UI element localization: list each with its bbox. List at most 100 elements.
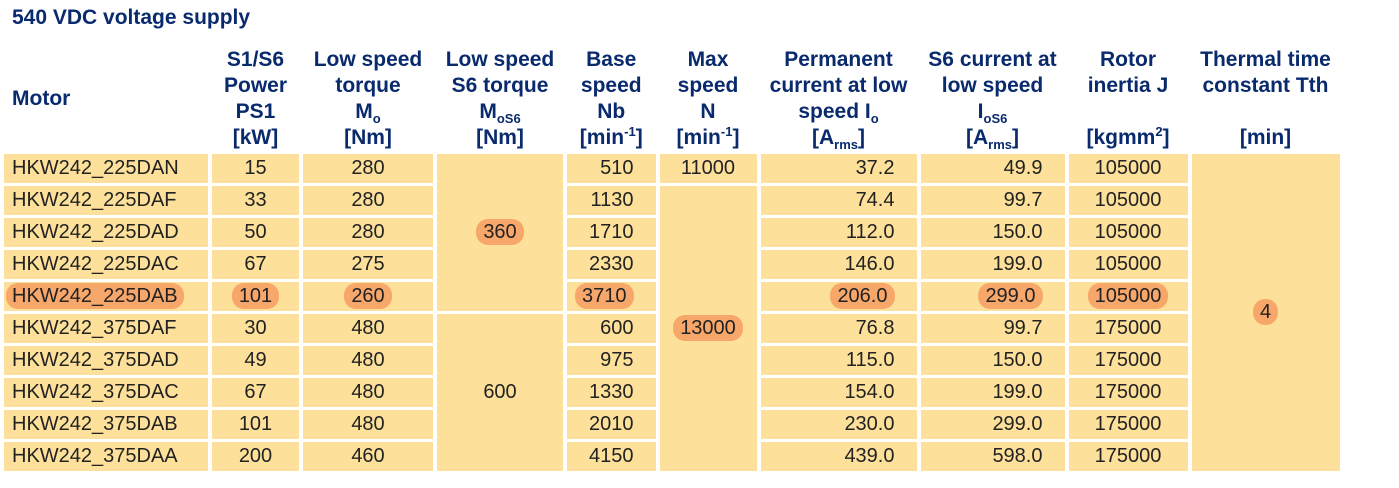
base-speed-cell: 2010 [567,410,656,439]
power-cell: 50 [212,218,299,247]
table-row: HKW242_225DAN 15 280 360 510 11000 37.2 … [4,154,1340,471]
perm-current-highlight: 206.0 [830,283,895,309]
inertia-cell: 175000 [1068,410,1188,439]
table-row: HKW242_225DAC 67 275 2330 146.0 199.0 10… [4,250,1340,279]
power-cell: 200 [212,442,299,471]
header-s6-current: S6 current at low speed IoS6 [Arms] [928,48,1057,153]
table-row: HKW242_375DAC 67 480 1330 154.0 199.0 17… [4,378,1340,407]
motor-cell: HKW242_375DAC [4,378,208,407]
inertia-cell: 175000 [1068,378,1188,407]
torque-cell: 480 [303,314,433,343]
perm-current-cell: 154.0 [760,378,917,407]
perm-current-cell: 115.0 [760,346,917,375]
s6-current-cell: 199.0 [920,378,1065,407]
inertia-cell: 105000 [1068,154,1188,183]
power-cell: 101 [212,410,299,439]
max-speed-value: 13000 [673,315,743,341]
torque-cell: 480 [303,346,433,375]
perm-current-cell: 112.0 [760,218,917,247]
motor-cell: HKW242_225DAF [4,186,208,215]
base-speed-cell: 975 [567,346,656,375]
power-cell: 67 [212,378,299,407]
inertia-cell: 175000 [1068,346,1188,375]
motor-cell: HKW242_375DAF [4,314,208,343]
perm-current-cell: 439.0 [760,442,917,471]
header-thermal-time: Thermal time constant Tth [min] [1200,48,1331,149]
power-cell: 49 [212,346,299,375]
torque-cell: 480 [303,410,433,439]
motor-cell: HKW242_375DAD [4,346,208,375]
torque-cell: 260 [303,282,433,311]
base-speed-cell: 510 [567,154,656,183]
torque-cell: 460 [303,442,433,471]
power-cell: 15 [212,154,299,183]
max-speed-merged-cell: 13000 [659,186,757,471]
header-low-speed-torque: Low speed torque Mo [Nm] [313,48,423,149]
motor-cell: HKW242_225DAB [4,282,208,311]
torque-cell: 280 [303,154,433,183]
s6-torque-value: 360 [476,219,524,245]
torque-cell: 275 [303,250,433,279]
header-low-speed-s6-torque: Low speed S6 torque MoS6 [Nm] [445,48,555,149]
header-permanent-current: Permanent current at low speed Io [Arms] [769,48,908,153]
motor-spec-table: Motor S1/S6 Power PS1 [kW] Low speed tor… [0,44,1344,474]
torque-highlight: 260 [344,283,392,309]
inertia-cell: 105000 [1068,186,1188,215]
perm-current-cell: 37.2 [760,154,917,183]
table-row: HKW242_375DAA 200 460 4150 439.0 598.0 1… [4,442,1340,471]
table-row: HKW242_375DAB 101 480 2010 230.0 299.0 1… [4,410,1340,439]
base-speed-cell: 1330 [567,378,656,407]
motor-cell: HKW242_375DAA [4,442,208,471]
motor-cell: HKW242_225DAC [4,250,208,279]
s6-current-cell: 199.0 [920,250,1065,279]
thermal-merged-cell: 4 [1191,154,1340,471]
header-row: Motor S1/S6 Power PS1 [kW] Low speed tor… [4,47,1340,151]
motor-cell: HKW242_225DAN [4,154,208,183]
s6-current-cell: 299.0 [920,282,1065,311]
motor-highlight: HKW242_225DAB [6,283,184,309]
base-speed-cell: 3710 [567,282,656,311]
s6-current-cell: 150.0 [920,218,1065,247]
power-cell: 30 [212,314,299,343]
s6-current-cell: 99.7 [920,314,1065,343]
motor-cell: HKW242_225DAD [4,218,208,247]
base-speed-cell: 1130 [567,186,656,215]
s6-torque-merged-cell: 600 [437,314,563,471]
header-power: S1/S6 Power PS1 [kW] [223,48,288,149]
perm-current-cell: 74.4 [760,186,917,215]
s6-current-cell: 598.0 [920,442,1065,471]
base-speed-cell: 4150 [567,442,656,471]
s6-current-cell: 99.7 [920,186,1065,215]
motor-cell: HKW242_375DAB [4,410,208,439]
s6-current-cell: 49.9 [920,154,1065,183]
perm-current-cell: 206.0 [760,282,917,311]
power-highlight: 101 [231,283,280,309]
header-max-speed: Max speed N [min-1] [676,48,740,149]
inertia-cell: 105000 [1068,218,1188,247]
table-row: HKW242_225DAD 50 280 1710 112.0 150.0 10… [4,218,1340,247]
base-speed-cell: 600 [567,314,656,343]
torque-cell: 480 [303,378,433,407]
base-speed-highlight: 3710 [575,283,634,309]
table-row: HKW242_375DAD 49 480 975 115.0 150.0 175… [4,346,1340,375]
torque-cell: 280 [303,218,433,247]
header-rotor-inertia: Rotor inertia J [kgmm2] [1086,48,1170,149]
power-cell: 101 [212,282,299,311]
s6-current-cell: 299.0 [920,410,1065,439]
power-cell: 33 [212,186,299,215]
table-row: HKW242_375DAF 30 480 600 600 76.8 99.7 1… [4,314,1340,471]
table-row-highlighted: HKW242_225DAB 101 260 3710 206.0 299.0 1… [4,282,1340,311]
inertia-cell: 175000 [1068,314,1188,343]
perm-current-cell: 146.0 [760,250,917,279]
torque-cell: 280 [303,186,433,215]
header-base-speed: Base speed Nb [min-1] [579,48,643,149]
inertia-cell: 105000 [1068,250,1188,279]
power-cell: 67 [212,250,299,279]
base-speed-cell: 1710 [567,218,656,247]
table-row: HKW242_225DAF 33 280 1130 13000 74.4 99.… [4,186,1340,471]
s6-torque-merged-cell: 360 [437,154,563,311]
inertia-highlight: 105000 [1087,283,1169,309]
table-title: 540 VDC voltage supply [12,6,251,29]
header-motor: Motor [12,87,71,110]
inertia-cell: 105000 [1068,282,1188,311]
